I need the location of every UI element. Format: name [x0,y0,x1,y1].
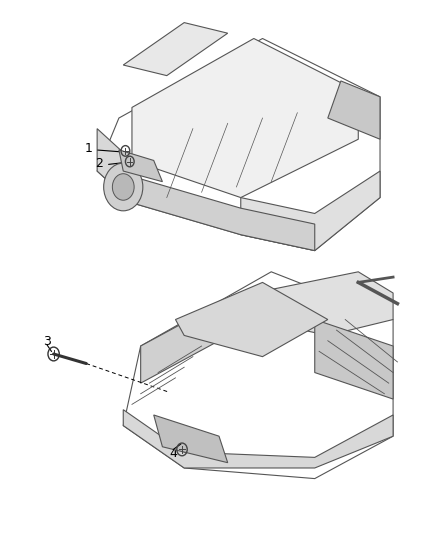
Polygon shape [254,272,393,335]
Text: 1: 1 [85,142,92,155]
Polygon shape [119,150,162,182]
Text: 2: 2 [95,157,103,169]
Polygon shape [141,304,219,383]
Polygon shape [241,171,380,251]
Text: 3: 3 [43,335,51,348]
Polygon shape [315,319,393,399]
Polygon shape [328,81,380,139]
Polygon shape [132,176,315,251]
Polygon shape [97,128,132,203]
Polygon shape [176,282,328,357]
Circle shape [104,163,143,211]
Polygon shape [132,38,358,198]
Circle shape [113,174,134,200]
Polygon shape [123,410,393,468]
Polygon shape [154,415,228,463]
Polygon shape [123,22,228,76]
Text: 4: 4 [170,447,177,459]
